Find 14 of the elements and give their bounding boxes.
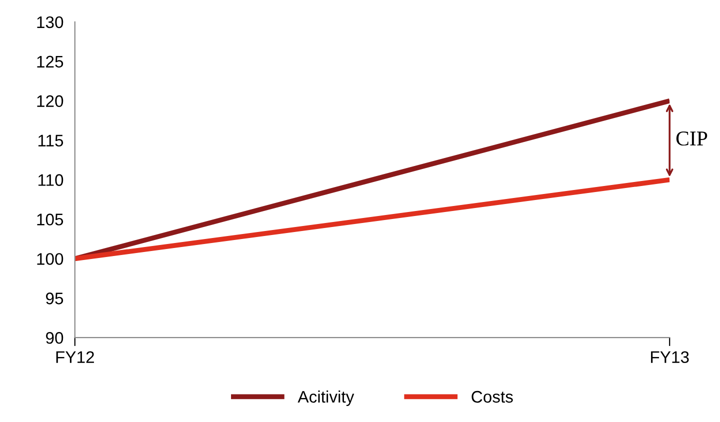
annotation: CIP: [676, 132, 708, 146]
y-tick-label: 125: [37, 56, 64, 68]
y-tick-label: 100: [37, 253, 64, 265]
y-tick-label: 90: [46, 332, 64, 344]
y-tick-label: 115: [38, 134, 64, 147]
x-tick-label: FY13: [651, 351, 689, 364]
legend-label: Costs: [472, 390, 513, 403]
legend-label: Acitivity: [298, 390, 354, 406]
y-tick-label: 105: [37, 214, 64, 226]
x-tick-label: FY12: [56, 351, 94, 363]
y-tick-label: 110: [38, 174, 64, 186]
y-tick-label: 120: [37, 95, 64, 108]
y-tick-label: 95: [46, 292, 64, 304]
y-tick-label: 130: [37, 16, 64, 28]
